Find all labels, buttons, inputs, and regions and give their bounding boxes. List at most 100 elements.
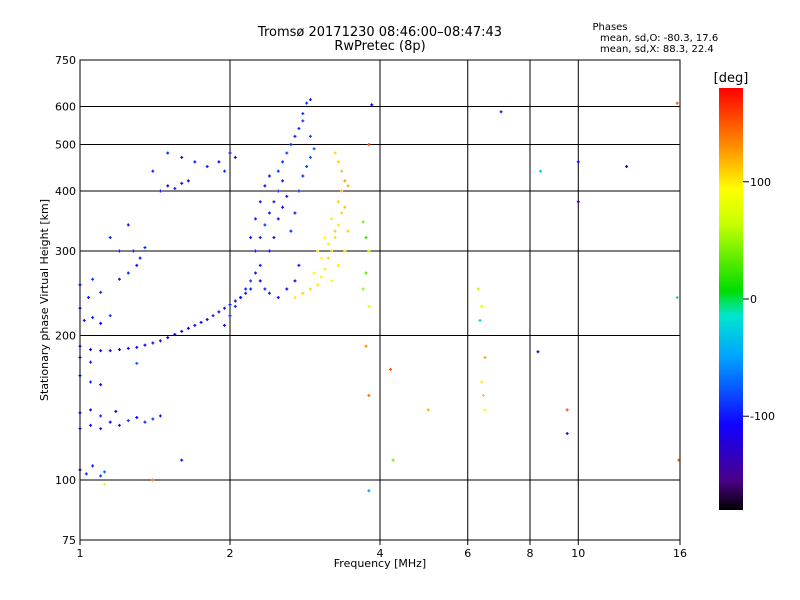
data-point: [293, 296, 297, 300]
data-point: [333, 151, 337, 155]
data-point: [285, 194, 289, 198]
data-point: [217, 160, 221, 164]
data-point: [289, 143, 293, 147]
data-point: [272, 236, 276, 240]
data-point: [333, 229, 337, 233]
data-point: [158, 414, 162, 418]
data-point: [675, 101, 679, 105]
data-point: [91, 277, 95, 281]
data-point: [267, 291, 271, 295]
colorbar-tick-label: -100: [750, 410, 775, 423]
data-point: [108, 349, 112, 353]
data-point: [228, 151, 232, 155]
data-point: [367, 249, 371, 253]
data-point: [576, 200, 580, 204]
y-tick-label: 750: [55, 54, 76, 67]
data-point: [258, 236, 262, 240]
data-point: [253, 217, 257, 221]
colorbar-tick-label: 0: [750, 293, 757, 306]
data-point: [263, 223, 267, 227]
y-tick-label: 600: [55, 101, 76, 114]
data-point: [138, 256, 142, 260]
data-point: [263, 184, 267, 188]
data-point: [289, 229, 293, 233]
data-point: [333, 236, 337, 240]
data-point: [426, 408, 430, 412]
colorbar-label: [deg]: [714, 71, 749, 86]
data-point: [330, 249, 334, 253]
data-point: [536, 350, 540, 354]
data-point: [228, 314, 232, 318]
y-tick-label: 300: [55, 245, 76, 258]
data-point: [323, 267, 327, 271]
data-point: [576, 160, 580, 164]
stats-heading: Phases: [592, 22, 628, 33]
data-point: [483, 408, 487, 412]
data-point: [193, 160, 197, 164]
data-point: [340, 169, 344, 173]
data-point: [326, 242, 330, 246]
data-point: [367, 489, 371, 493]
data-point: [103, 470, 107, 474]
data-point: [253, 271, 257, 275]
data-point: [276, 169, 280, 173]
data-point: [126, 271, 130, 275]
data-point: [675, 296, 679, 300]
data-point: [99, 290, 103, 294]
data-point: [346, 184, 350, 188]
x-tick-label: 1: [77, 547, 84, 560]
data-point: [258, 200, 262, 204]
data-point: [91, 316, 95, 320]
data-point: [336, 200, 340, 204]
data-point: [135, 345, 139, 349]
data-point: [89, 360, 93, 364]
data-point: [346, 229, 350, 233]
data-point: [99, 474, 103, 478]
data-point: [480, 304, 484, 308]
data-point: [205, 164, 209, 168]
data-point: [193, 323, 197, 327]
data-point: [103, 482, 107, 486]
y-tick-label: 100: [55, 474, 76, 487]
data-point: [330, 279, 334, 283]
data-point: [336, 160, 340, 164]
x-tick-label: 6: [464, 547, 471, 560]
data-point: [89, 423, 93, 427]
data-point: [228, 303, 232, 307]
data-point: [330, 217, 334, 221]
data-point: [180, 155, 184, 159]
data-point: [263, 287, 267, 291]
data-point: [233, 155, 237, 159]
data-point: [336, 223, 340, 227]
data-point: [272, 200, 276, 204]
data-point: [316, 249, 320, 253]
data-point: [233, 299, 237, 303]
data-point: [151, 341, 155, 345]
data-point: [336, 263, 340, 267]
data-point: [480, 380, 484, 384]
data-point: [108, 236, 112, 240]
data-point: [316, 283, 320, 287]
data-point: [301, 291, 305, 295]
axis-ticks: 1 2 4 6 8 10 16 75 100 200 300 400 500 600 750: [55, 54, 687, 560]
data-point: [625, 164, 629, 168]
data-point: [166, 151, 170, 155]
data-point: [367, 394, 371, 398]
data-point: [91, 464, 95, 468]
data-point: [267, 249, 271, 253]
data-point: [481, 394, 485, 398]
data-point: [99, 349, 103, 353]
y-tick-label: 75: [62, 534, 76, 547]
data-point: [305, 101, 309, 105]
colorbar-tick-label: 100: [750, 176, 771, 189]
data-point: [343, 179, 347, 183]
data-point: [364, 236, 368, 240]
data-points: [78, 98, 681, 493]
data-point: [297, 126, 301, 130]
data-point: [343, 205, 347, 209]
data-point: [258, 263, 262, 267]
colorbar-ticks: 100 0 -100: [743, 176, 775, 423]
data-point: [281, 160, 285, 164]
data-point: [244, 287, 248, 291]
data-point: [267, 174, 271, 178]
